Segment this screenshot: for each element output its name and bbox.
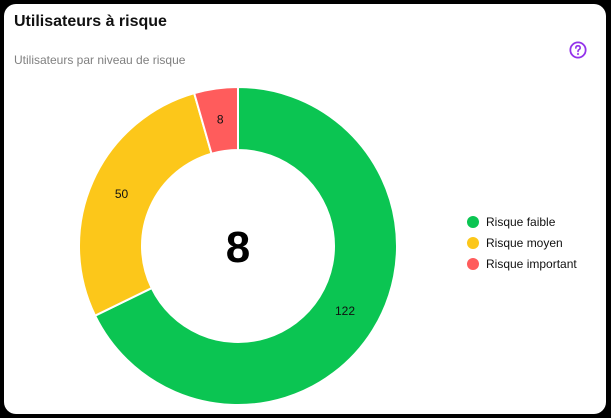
legend-label: Risque important: [486, 256, 577, 271]
donut-slice[interactable]: [93, 85, 398, 406]
legend-dot-icon: [467, 236, 479, 249]
card-title: Utilisateurs à risque: [14, 13, 167, 30]
donut-slice[interactable]: [78, 91, 213, 318]
legend-item-medium[interactable]: Risque moyen: [467, 232, 577, 253]
help-circle-icon[interactable]: [569, 41, 587, 59]
slice-labels: 122 50 8: [115, 113, 355, 318]
donut-slices: [78, 85, 398, 406]
slice-value-label: 122: [335, 304, 355, 318]
legend-dot-icon: [467, 257, 479, 270]
donut-slice[interactable]: [192, 85, 239, 155]
legend-dot-icon: [467, 215, 479, 228]
slice-value-label: 8: [217, 113, 224, 127]
legend-item-low[interactable]: Risque faible: [467, 211, 577, 232]
legend-item-high[interactable]: Risque important: [467, 253, 577, 274]
legend-label: Risque moyen: [486, 235, 563, 250]
card-subtitle: Utilisateurs par niveau de risque: [14, 53, 186, 67]
chart-legend: Risque faible Risque moyen Risque import…: [467, 211, 577, 274]
center-value: 8: [226, 223, 250, 272]
legend-label: Risque faible: [486, 214, 556, 229]
slice-value-label: 50: [115, 187, 129, 201]
